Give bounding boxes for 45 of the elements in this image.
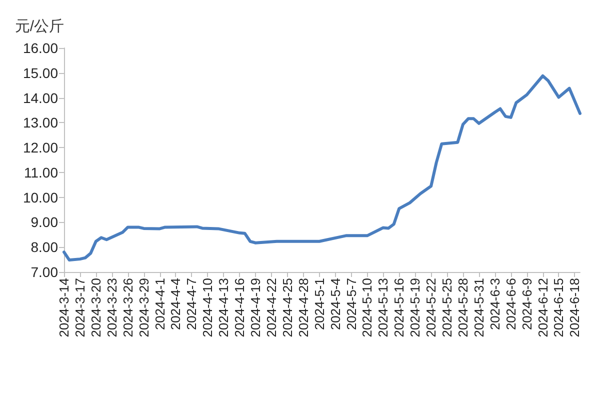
- y-tick-label: 11.00: [24, 164, 58, 180]
- x-tick-label: 2024-6-12: [535, 278, 550, 338]
- y-tick-label: 14.00: [22, 90, 58, 106]
- line-series: [62, 74, 582, 262]
- x-tick-label: 2024-4-13: [216, 278, 232, 338]
- x-tick-label: 2024-4-16: [232, 278, 248, 338]
- x-tick-label: 2024-3-29: [136, 278, 152, 338]
- x-tick-label: 2024-4-25: [280, 278, 295, 338]
- y-tick-label: 16.00: [22, 40, 58, 56]
- y-tick-label: 12.00: [22, 140, 58, 156]
- x-tick-label: 2024-5-28: [455, 278, 470, 338]
- x-tick-label: 2024-5-22: [424, 278, 439, 338]
- x-tick-label: 2024-5-4: [328, 278, 343, 330]
- x-tick-label: 2024-6-15: [551, 278, 566, 338]
- y-tick-label: 13.00: [22, 114, 58, 131]
- x-tick-label: 2024-5-31: [471, 278, 486, 338]
- x-tick-label: 2024-3-17: [72, 278, 88, 338]
- x-tick-label: 2024-6-3: [487, 278, 502, 330]
- x-tick-label: 2024-4-1: [152, 278, 168, 330]
- y-tick-label: 7.00: [30, 264, 58, 280]
- y-tick-label: 8.00: [30, 239, 58, 256]
- x-tick-label: 2024-5-13: [376, 278, 391, 338]
- x-tick-label: 2024-3-14: [56, 278, 72, 338]
- x-tick-label: 2024-6-6: [503, 278, 518, 330]
- x-tick-label: 2024-5-1: [312, 278, 327, 330]
- x-tick-label: 2024-4-19: [248, 278, 264, 338]
- x-tick-label: 2024-4-22: [264, 278, 279, 338]
- x-tick-label: 2024-3-23: [104, 278, 120, 338]
- x-tick-label: 2024-6-9: [519, 278, 534, 330]
- x-tick-label: 2024-5-25: [440, 278, 455, 338]
- y-axis-title: 元/公斤: [14, 18, 64, 35]
- y-tick-label: 15.00: [22, 64, 58, 81]
- x-tick-label: 2024-5-7: [344, 278, 359, 330]
- y-tick-label: 9.00: [30, 214, 58, 230]
- y-tick-label: 10.00: [22, 189, 58, 206]
- x-tick-label: 2024-4-10: [200, 278, 216, 338]
- x-tick-label: 2024-6-18: [567, 278, 582, 338]
- x-tick-label: 2024-4-28: [296, 278, 311, 338]
- x-tick-label: 2024-5-19: [408, 278, 423, 338]
- x-tick-label: 2024-3-26: [120, 278, 136, 338]
- x-tick-label: 2024-5-16: [392, 278, 407, 338]
- x-tick-label: 2024-3-20: [88, 278, 104, 338]
- x-tick-label: 2024-5-10: [360, 278, 375, 338]
- x-tick-label: 2024-4-7: [184, 278, 200, 330]
- x-tick-label: 2024-4-4: [168, 278, 184, 330]
